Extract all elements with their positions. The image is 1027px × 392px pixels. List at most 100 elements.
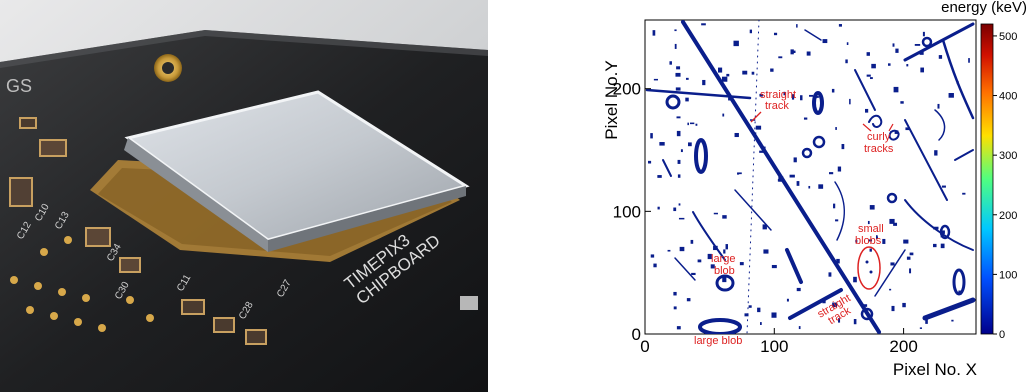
mid-right-track bbox=[904, 119, 948, 201]
hit-speck bbox=[903, 239, 909, 244]
timepix3-chipboard-photo: TIMEPIX3 CHIPBOARD GS C10 C12 C13 C11 C3… bbox=[0, 0, 488, 392]
hit-speck bbox=[909, 268, 912, 274]
hit-speck bbox=[725, 244, 728, 250]
hit-speck bbox=[887, 63, 891, 66]
hit-speck bbox=[749, 29, 753, 34]
hit-speck bbox=[837, 166, 842, 172]
track-a bbox=[734, 189, 772, 231]
annot-arrow-straight-top bbox=[750, 111, 762, 123]
axes: 0 100 200 0 100 200 bbox=[613, 80, 918, 356]
hit-speck bbox=[922, 31, 925, 37]
hit-speck bbox=[831, 88, 835, 93]
hit-speck bbox=[933, 243, 937, 248]
hit-speck bbox=[937, 103, 940, 109]
gold-vias bbox=[10, 236, 154, 332]
speck-layer bbox=[648, 23, 970, 330]
hit-speck bbox=[789, 174, 795, 178]
hit-speck bbox=[738, 172, 742, 175]
hit-speck bbox=[853, 276, 857, 283]
hit-speck bbox=[882, 238, 886, 244]
hit-speck bbox=[760, 322, 762, 325]
straight-track-faint bbox=[746, 20, 760, 334]
colorbar-tick-label-100: 100 bbox=[999, 269, 1017, 281]
hit-speck bbox=[829, 172, 834, 175]
hit-speck bbox=[752, 132, 757, 134]
hit-speck bbox=[770, 68, 774, 72]
hit-speck bbox=[771, 312, 777, 318]
hit-speck bbox=[791, 94, 795, 100]
y-tick-label-100: 100 bbox=[613, 202, 641, 221]
hit-speck bbox=[894, 130, 899, 134]
hit-speck bbox=[673, 291, 677, 296]
left-mid-track bbox=[692, 211, 726, 261]
hit-speck bbox=[676, 326, 681, 330]
track-d bbox=[785, 248, 803, 284]
hit-speck bbox=[836, 258, 840, 264]
hit-speck bbox=[737, 172, 740, 175]
hit-speck bbox=[685, 97, 689, 102]
hit-speck bbox=[679, 246, 685, 252]
hit-speck bbox=[796, 181, 800, 186]
hit-speck bbox=[650, 133, 653, 139]
colorbar bbox=[980, 23, 994, 335]
y-tick-label-0: 0 bbox=[632, 325, 641, 344]
track-c bbox=[874, 249, 906, 297]
straight-track-bottom bbox=[788, 288, 843, 320]
hit-speck bbox=[680, 149, 683, 153]
blob-bottom-mid bbox=[860, 307, 874, 321]
hit-speck bbox=[653, 78, 658, 81]
hit-speck bbox=[868, 239, 873, 242]
hit-speck bbox=[673, 207, 677, 212]
y-axis-label: Pixel No.Y bbox=[602, 60, 621, 139]
hit-speck bbox=[686, 298, 691, 302]
y-tick-label-200: 200 bbox=[613, 80, 641, 99]
smd-components bbox=[9, 117, 478, 345]
hit-speck bbox=[909, 252, 914, 256]
hit-speck bbox=[675, 72, 681, 77]
annot-small-blobs-2: blobs bbox=[855, 235, 882, 247]
hit-speck bbox=[806, 51, 811, 56]
hit-speck bbox=[865, 108, 869, 113]
hit-speck bbox=[803, 117, 808, 120]
hit-speck bbox=[733, 40, 739, 47]
hit-speck bbox=[871, 63, 876, 69]
hit-speck bbox=[941, 185, 946, 188]
hit-speck bbox=[718, 67, 723, 73]
hit-speck bbox=[835, 219, 839, 222]
colorbar-tick-label-300: 300 bbox=[999, 150, 1017, 162]
hit-speck bbox=[956, 80, 959, 85]
track-f bbox=[662, 159, 672, 177]
hit-speck bbox=[669, 61, 672, 65]
large-blob-mid bbox=[715, 274, 735, 292]
hit-speck bbox=[793, 50, 796, 53]
hit-speck bbox=[667, 249, 671, 252]
hit-speck bbox=[809, 94, 814, 97]
hit-speck bbox=[688, 142, 692, 147]
x-tick-label-200: 200 bbox=[889, 337, 917, 356]
hit-speck bbox=[869, 205, 875, 210]
curly-track-1 bbox=[868, 114, 883, 128]
hit-speck bbox=[771, 264, 777, 269]
hit-speck bbox=[838, 24, 842, 27]
hit-speck bbox=[773, 32, 778, 36]
hit-speck bbox=[951, 319, 954, 322]
hit-speck bbox=[783, 91, 786, 96]
hit-speck bbox=[893, 86, 899, 93]
hit-speck bbox=[818, 184, 824, 189]
blob-top-left bbox=[665, 94, 681, 110]
hit-speck bbox=[846, 42, 849, 45]
annot-small-blobs-circle bbox=[857, 246, 881, 290]
hit-speck bbox=[748, 305, 752, 308]
hit-speck bbox=[925, 319, 928, 324]
track-b bbox=[834, 181, 845, 241]
hit-speck bbox=[835, 127, 837, 130]
hit-speck bbox=[838, 318, 841, 323]
hit-speck bbox=[853, 319, 857, 325]
hit-speck bbox=[889, 218, 895, 224]
hit-speck bbox=[855, 239, 858, 243]
hit-speck bbox=[685, 77, 689, 80]
hit-speck bbox=[892, 43, 895, 47]
hit-speck bbox=[734, 132, 739, 138]
annot-large-blob-bottom: large blob bbox=[694, 335, 742, 347]
colorbar-tick-label-0: 0 bbox=[999, 329, 1005, 341]
